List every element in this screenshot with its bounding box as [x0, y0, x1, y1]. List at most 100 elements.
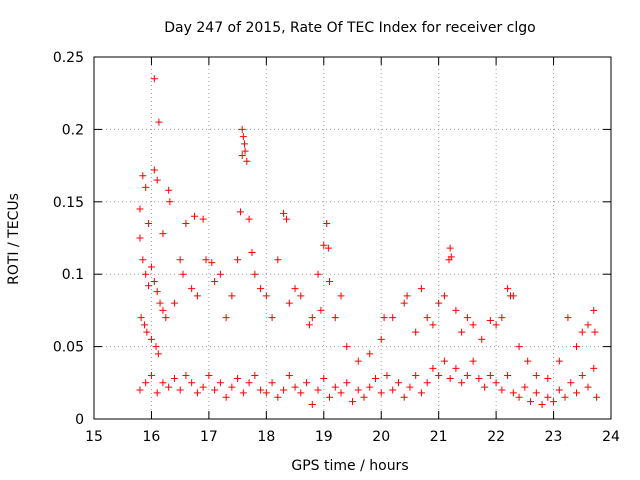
data-point [366, 350, 374, 358]
data-point [377, 335, 385, 343]
data-point [142, 183, 150, 191]
data-point [191, 212, 199, 220]
x-tick-label: 19 [315, 429, 333, 445]
data-point [492, 321, 500, 329]
data-point [182, 220, 190, 228]
data-point [274, 393, 282, 401]
data-point [170, 374, 178, 382]
data-point [515, 393, 523, 401]
data-point [156, 299, 164, 307]
data-point [228, 292, 236, 300]
data-point [412, 328, 420, 336]
y-axis-label: ROTI / TECUs [6, 193, 22, 285]
data-point [498, 386, 506, 394]
data-point [561, 393, 569, 401]
data-point [400, 393, 408, 401]
data-point [417, 285, 425, 293]
data-point [498, 314, 506, 322]
data-point [555, 386, 563, 394]
data-point [303, 379, 311, 387]
data-point [446, 244, 454, 252]
data-point [245, 215, 253, 223]
data-point [268, 314, 276, 322]
data-point [527, 398, 535, 406]
grid-lines [94, 57, 611, 419]
data-point [314, 386, 322, 394]
data-point [245, 379, 253, 387]
data-point [251, 372, 259, 380]
data-point [377, 389, 385, 397]
data-point [141, 321, 149, 329]
data-point [463, 314, 471, 322]
data-point [268, 379, 276, 387]
data-point [202, 256, 210, 264]
data-point [504, 285, 512, 293]
data-point [143, 328, 151, 336]
data-point [280, 386, 288, 394]
data-point [544, 393, 552, 401]
data-point [324, 244, 332, 252]
data-point [555, 357, 563, 365]
data-point [320, 374, 328, 382]
data-point [532, 372, 540, 380]
data-point [238, 125, 246, 133]
data-point [239, 389, 247, 397]
data-point [400, 299, 408, 307]
data-point [584, 321, 592, 329]
data-point [590, 306, 598, 314]
data-point [458, 379, 466, 387]
data-point [193, 292, 201, 300]
axis-ticks [93, 56, 612, 420]
data-point [337, 389, 345, 397]
data-point [492, 379, 500, 387]
data-point [147, 372, 155, 380]
data-point [262, 292, 270, 300]
x-tick-label: 23 [545, 429, 563, 445]
data-point [366, 383, 374, 391]
data-point [308, 314, 316, 322]
data-point [314, 270, 322, 278]
data-point [383, 372, 391, 380]
data-point [323, 220, 331, 228]
data-point [412, 372, 420, 380]
data-point [142, 379, 150, 387]
data-point [435, 372, 443, 380]
data-point [137, 314, 145, 322]
data-point [159, 230, 167, 238]
data-point [216, 379, 224, 387]
data-point [150, 75, 158, 83]
data-point [154, 350, 162, 358]
data-point [317, 306, 325, 314]
data-point [354, 357, 362, 365]
data-point [337, 292, 345, 300]
data-point [331, 383, 339, 391]
data-point [147, 335, 155, 343]
data-point [136, 234, 144, 242]
data-point [435, 299, 443, 307]
data-point [238, 151, 246, 159]
data-point [188, 379, 196, 387]
y-tick-label: 0.05 [53, 340, 84, 356]
data-point [152, 343, 160, 351]
y-tick-label: 0 [75, 412, 84, 428]
data-point [423, 314, 431, 322]
x-tick-label: 20 [372, 429, 390, 445]
data-point [251, 270, 259, 278]
data-point [239, 133, 247, 141]
x-tick-label: 22 [487, 429, 505, 445]
data-point [509, 389, 517, 397]
data-point [205, 372, 213, 380]
data-point [145, 282, 153, 290]
data-point [406, 383, 414, 391]
data-point [475, 374, 483, 382]
data-point [429, 321, 437, 329]
x-tick-label: 24 [602, 429, 620, 445]
data-point [486, 372, 494, 380]
data-point [394, 379, 402, 387]
data-point [486, 317, 494, 325]
data-point [155, 118, 163, 126]
data-point [285, 372, 293, 380]
data-point [248, 248, 256, 256]
data-point [297, 389, 305, 397]
x-tick-label: 17 [200, 429, 218, 445]
